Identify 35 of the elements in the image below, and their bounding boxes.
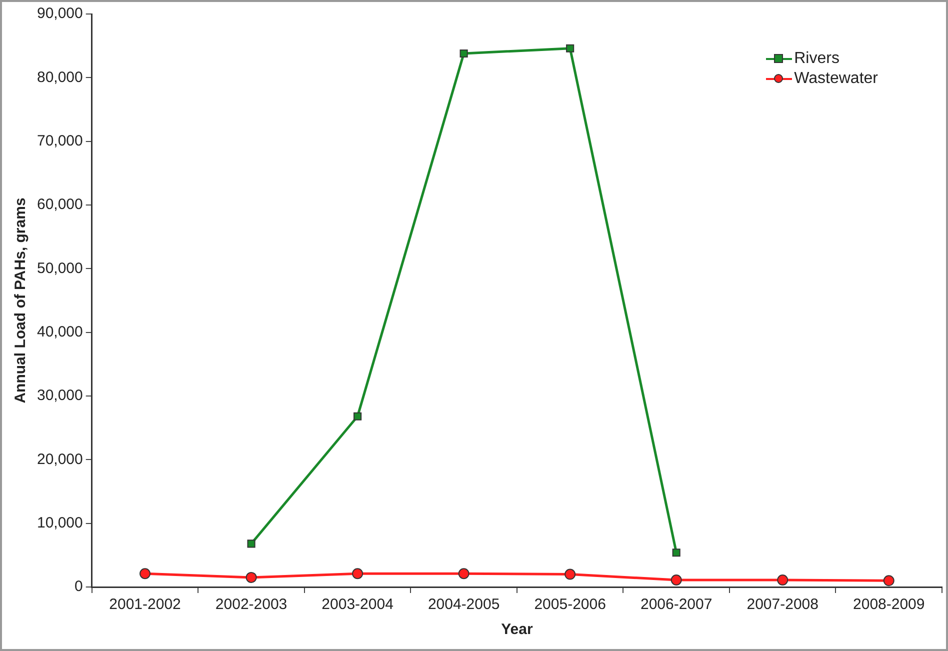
x-tick-label: 2005-2006	[534, 596, 606, 614]
point	[566, 44, 574, 52]
y-tick-label: 10,000	[36, 514, 83, 532]
y-tick-label: 40,000	[36, 323, 83, 340]
y-tick-label: 50,000	[36, 260, 83, 277]
y-tick-label: 70,000	[36, 132, 83, 150]
x-tick-label: 2002-2003	[215, 596, 288, 614]
legend-label: Wastewater	[794, 70, 878, 88]
point	[883, 575, 894, 586]
point	[246, 572, 257, 583]
x-tick-label: 2003-2004	[322, 596, 394, 614]
point	[564, 568, 576, 580]
y-tick-label: 0	[74, 578, 83, 596]
point	[460, 49, 468, 58]
x-axis-title: Year	[501, 621, 533, 638]
x-tick-label: 2007-2008	[746, 596, 818, 614]
point	[354, 412, 362, 420]
legend-label: Rivers	[794, 50, 840, 68]
y-tick-label: 20,000	[36, 450, 83, 468]
point	[672, 548, 680, 557]
x-tick-label: 2006-2007	[640, 596, 712, 614]
y-axis-title: Annual Load of PAHs, grams	[12, 198, 30, 404]
x-tick-label: 2004-2005	[428, 596, 500, 614]
y-tick-label: 90,000	[36, 5, 83, 22]
y-tick-label: 80,000	[36, 68, 83, 86]
x-tick-label: 2001-2002	[109, 596, 181, 614]
point	[247, 540, 256, 548]
x-tick-label: 2008-2009	[853, 596, 925, 614]
point	[458, 568, 470, 580]
point	[140, 568, 151, 580]
y-tick-label: 60,000	[36, 196, 83, 214]
point	[670, 574, 682, 586]
point	[352, 568, 364, 580]
y-tick-label: 30,000	[36, 387, 83, 404]
point	[777, 574, 788, 586]
